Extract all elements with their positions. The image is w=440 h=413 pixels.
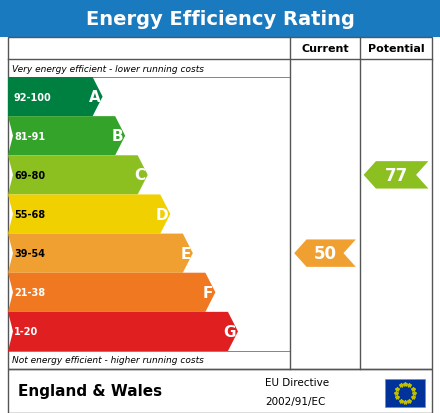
Text: EU Directive: EU Directive [265,377,329,387]
Text: C: C [135,168,146,183]
Bar [385,379,425,407]
Text: F: F [203,285,213,300]
Text: D: D [156,207,168,222]
Bar [8,369,432,413]
Text: Current: Current [301,44,349,54]
Text: 69-80: 69-80 [14,171,45,180]
Text: 21-38: 21-38 [14,287,45,297]
Text: 55-68: 55-68 [14,209,45,219]
Text: Not energy efficient - higher running costs: Not energy efficient - higher running co… [12,356,204,365]
Polygon shape [8,273,216,312]
Text: 92-100: 92-100 [14,93,52,102]
Text: Energy Efficiency Rating: Energy Efficiency Rating [85,9,355,28]
Bar [8,38,432,369]
Text: B: B [111,129,123,144]
Polygon shape [8,195,170,234]
Text: E: E [180,246,191,261]
Text: England & Wales: England & Wales [18,384,162,399]
Polygon shape [8,156,148,195]
Polygon shape [363,162,429,189]
Polygon shape [8,117,125,156]
Text: 50: 50 [313,244,337,263]
Text: G: G [224,324,236,339]
Text: 1-20: 1-20 [14,327,38,337]
Text: 77: 77 [385,166,407,185]
Text: 2002/91/EC: 2002/91/EC [265,396,325,406]
Bar [0,0,440,38]
Text: 39-54: 39-54 [14,249,45,259]
Text: Very energy efficient - lower running costs: Very energy efficient - lower running co… [12,64,204,74]
Text: A: A [89,90,101,105]
Polygon shape [294,240,356,267]
Polygon shape [8,78,103,117]
Polygon shape [8,312,238,351]
Text: Potential: Potential [368,44,424,54]
Polygon shape [8,234,193,273]
Text: 81-91: 81-91 [14,131,45,141]
